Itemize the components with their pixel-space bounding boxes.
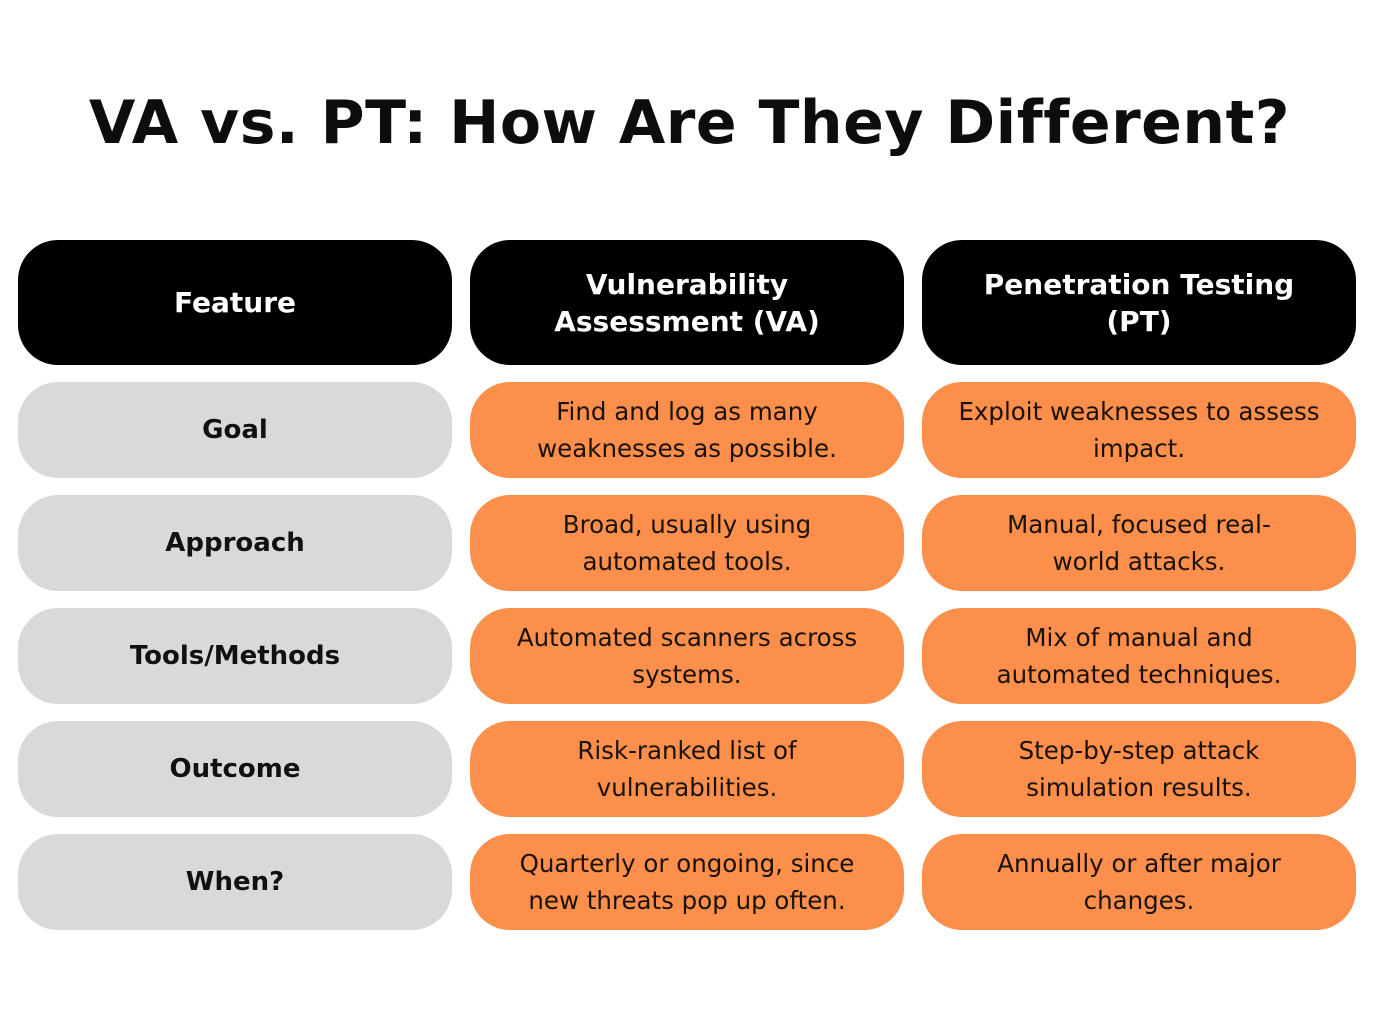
pt-goal: Exploit weaknesses to assess impact. xyxy=(922,382,1356,478)
pt-tools-methods: Mix of manual and automated techniques. xyxy=(922,608,1356,704)
va-approach: Broad, usually using automated tools. xyxy=(470,495,904,591)
va-when: Quarterly or ongoing, since new threats … xyxy=(470,834,904,930)
pt-value: Annually or after major changes. xyxy=(997,849,1281,915)
header-va-label: Vulnerability Assessment (VA) xyxy=(554,267,820,338)
header-pt-label: Penetration Testing (PT) xyxy=(983,267,1295,338)
pt-value: Mix of manual and automated techniques. xyxy=(996,623,1282,689)
pt-value: Exploit weaknesses to assess impact. xyxy=(958,397,1320,463)
header-va: Vulnerability Assessment (VA) xyxy=(470,240,904,365)
feature-when: When? xyxy=(18,834,452,930)
header-pt: Penetration Testing (PT) xyxy=(922,240,1356,365)
pt-approach: Manual, focused real- world attacks. xyxy=(922,495,1356,591)
feature-label: Outcome xyxy=(169,754,301,784)
feature-goal: Goal xyxy=(18,382,452,478)
pt-value: Manual, focused real- world attacks. xyxy=(1007,510,1271,576)
feature-label: Goal xyxy=(202,415,268,445)
va-value: Find and log as many weaknesses as possi… xyxy=(537,397,837,463)
pt-when: Annually or after major changes. xyxy=(922,834,1356,930)
va-value: Broad, usually using automated tools. xyxy=(562,510,812,576)
pt-value: Step-by-step attack simulation results. xyxy=(1018,736,1260,802)
va-value: Automated scanners across systems. xyxy=(516,623,858,689)
va-value: Risk-ranked list of vulnerabilities. xyxy=(577,736,797,802)
feature-tools-methods: Tools/Methods xyxy=(18,608,452,704)
feature-label: Tools/Methods xyxy=(129,641,341,671)
header-feature: Feature xyxy=(18,240,452,365)
header-feature-label: Feature xyxy=(174,286,296,319)
comparison-table: Feature Vulnerability Assessment (VA) Pe… xyxy=(18,240,1356,947)
feature-label: Approach xyxy=(165,528,305,558)
va-goal: Find and log as many weaknesses as possi… xyxy=(470,382,904,478)
va-value: Quarterly or ongoing, since new threats … xyxy=(519,849,855,915)
va-outcome: Risk-ranked list of vulnerabilities. xyxy=(470,721,904,817)
page-title: VA vs. PT: How Are They Different? xyxy=(88,88,1291,158)
feature-outcome: Outcome xyxy=(18,721,452,817)
pt-outcome: Step-by-step attack simulation results. xyxy=(922,721,1356,817)
va-tools-methods: Automated scanners across systems. xyxy=(470,608,904,704)
feature-label: When? xyxy=(185,867,285,897)
feature-approach: Approach xyxy=(18,495,452,591)
